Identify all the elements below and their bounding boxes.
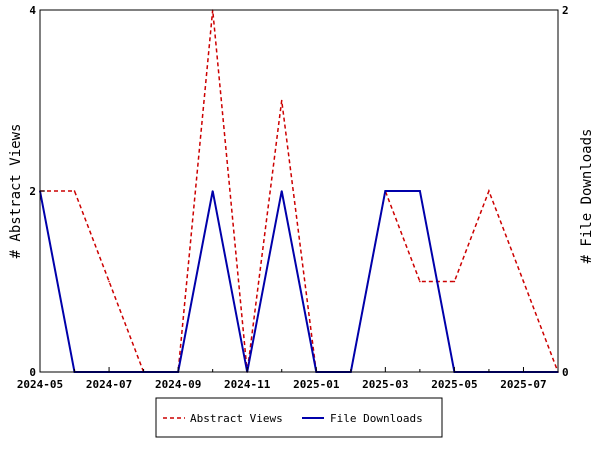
data-point-abstract-views (522, 280, 525, 283)
data-point-abstract-views (108, 280, 110, 283)
y-axis-right-ticks: 02 (553, 4, 569, 379)
x-tick-label: 2025-05 (431, 378, 477, 391)
series-line-abstract-views (40, 9, 559, 373)
y-axis-right-label: # File Downloads (579, 129, 595, 264)
legend-box (155, 397, 443, 438)
data-point-file-downloads (384, 190, 387, 192)
x-tick-label: 2025-03 (362, 378, 408, 391)
x-tick-label: 2024-11 (224, 378, 271, 391)
x-tick-label: 2024-09 (155, 378, 201, 391)
data-point-abstract-views (419, 280, 421, 283)
y-axis-left-label: # Abstract Views (8, 124, 24, 259)
plot-frame (39, 9, 559, 373)
legend-label-file-downloads: File Downloads (330, 412, 423, 425)
x-tick-label: 2024-05 (17, 378, 63, 391)
y2-tick-label: 0 (562, 366, 569, 379)
y-tick-label: 2 (29, 185, 36, 198)
data-point-abstract-views (488, 190, 490, 192)
x-tick-label: 2025-01 (293, 378, 340, 391)
data-point-file-downloads (419, 190, 421, 192)
legend: Abstract Views File Downloads (155, 397, 443, 438)
y-tick-label: 4 (29, 4, 36, 17)
data-point-abstract-views (280, 99, 283, 102)
data-point-file-downloads (280, 190, 283, 192)
y-tick-label: 0 (29, 366, 36, 379)
x-tick-label: 2025-07 (500, 378, 546, 391)
x-axis-ticks: 2024-05 2024-07 2024-09 2024-11 2025-01 2025-… (17, 367, 559, 391)
plot-lines (39, 9, 559, 373)
series-line-file-downloads (39, 190, 558, 373)
data-point-abstract-views (453, 280, 456, 283)
y2-tick-label: 2 (562, 4, 569, 17)
data-point-abstract-views (73, 190, 76, 192)
y-axis-left-ticks: 0 2 4 (29, 4, 45, 379)
x-tick-label: 2024-07 (86, 378, 132, 391)
data-point-file-downloads (211, 190, 214, 192)
legend-label-abstract-views: Abstract Views (190, 412, 283, 425)
